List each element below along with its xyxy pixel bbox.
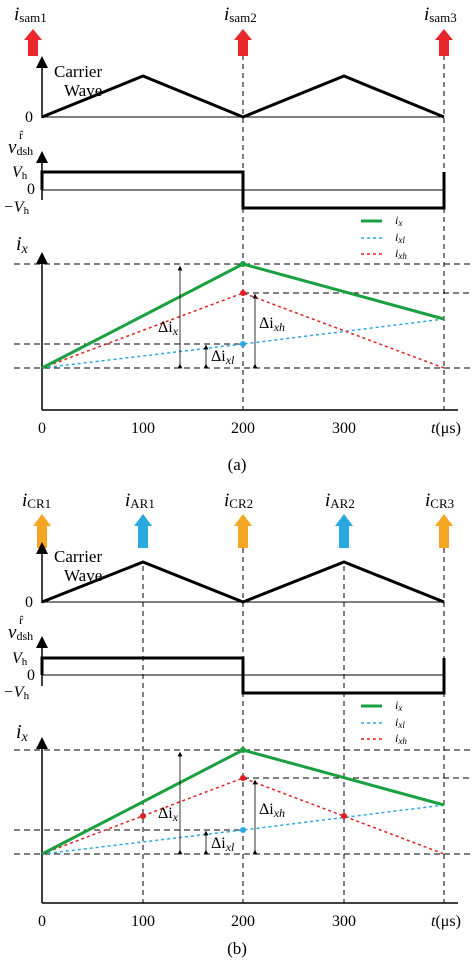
carrier-wave (41, 74, 445, 119)
legend-label-ix: ix (395, 698, 402, 713)
blue-arrow-icon (134, 514, 152, 548)
legend-label-ixh: ixh (395, 246, 407, 261)
ixh-sample-point-t100 (140, 813, 146, 819)
voltage-waveform (40, 170, 446, 210)
sample-label-3: isam3 (424, 4, 457, 25)
neg-vh-label: −Vh (3, 684, 30, 702)
orange-arrow-icon (33, 514, 51, 548)
panel-b: iCR1 iAR1 iCR2 iAR2 iCR3 Carrier Wave 0 … (3, 490, 472, 958)
x-tick-0: 0 (38, 420, 46, 437)
sample-label-ar2: iAR2 (325, 490, 355, 511)
voltage-label-sup: r̂ (19, 128, 24, 142)
voltage-zero: 0 (27, 181, 35, 198)
blue-arrow-icon (335, 514, 353, 548)
delta-ix-label: Δix (158, 805, 179, 824)
caption-b: (b) (227, 939, 247, 958)
x-tick-0: 0 (38, 913, 46, 930)
ix-axis-label: ix (16, 721, 29, 745)
sample-label-cr2: iCR2 (224, 490, 253, 511)
delta-ixh-label: Δixh (259, 315, 285, 334)
ix-sample-point (240, 261, 246, 267)
voltage-label: vdsh (8, 137, 33, 158)
legend: ix ixl ixh (361, 698, 407, 746)
carrier-label-line1: Carrier (54, 62, 102, 81)
caption-a: (a) (228, 455, 247, 474)
time-axis-label: t(μs) (431, 420, 461, 437)
neg-vh-label: −Vh (3, 199, 30, 217)
x-tick-300: 300 (332, 913, 356, 930)
carrier-label-line1: Carrier (54, 547, 102, 566)
legend-label-ixl: ixl (395, 230, 405, 245)
sample-arrow (24, 29, 42, 56)
panel-a: isam1 isam2 isam3 Carrier Wave 0 vdsh r̂… (3, 4, 472, 474)
delta-ixh-label: Δixh (259, 801, 285, 820)
sample-label-cr3: iCR3 (425, 490, 454, 511)
carrier-label-line2: Wave (64, 81, 102, 100)
ixl-sample-point (240, 827, 246, 833)
carrier-label-line2: Wave (64, 566, 102, 585)
sample-label-1: isam1 (14, 4, 47, 25)
delta-ix-label: Δix (158, 319, 179, 338)
legend: ix ixl ixh (361, 213, 407, 261)
ixh-sample-point (240, 775, 246, 781)
voltage-label: vdsh (8, 622, 33, 643)
red-arrow-icon (234, 29, 252, 56)
sample-label-cr1: iCR1 (22, 490, 51, 511)
vh-label: Vh (12, 650, 28, 668)
voltage-waveform (40, 656, 446, 695)
orange-arrow-icon (435, 514, 453, 548)
legend-label-ix: ix (395, 213, 402, 228)
x-tick-100: 100 (131, 420, 155, 437)
voltage-label-sup: r̂ (19, 613, 24, 627)
sample-label-2: isam2 (224, 4, 257, 25)
carrier-zero: 0 (25, 109, 33, 126)
ix-axis-label: ix (16, 233, 29, 257)
sample-arrow (435, 29, 453, 56)
sample-label-ar1: iAR1 (125, 490, 155, 511)
carrier-zero: 0 (25, 594, 33, 611)
red-arrow-icon (435, 29, 453, 56)
time-axis-label: t(μs) (431, 913, 461, 930)
x-tick-200: 200 (231, 913, 255, 930)
delta-ixl-label: Δixl (211, 348, 235, 367)
orange-arrow-icon (234, 514, 252, 548)
ixl-curve (41, 804, 445, 855)
legend-label-ixh: ixh (395, 731, 407, 746)
x-tick-200: 200 (231, 420, 255, 437)
delta-ixl-label: Δixl (211, 835, 235, 854)
red-arrow-icon (24, 29, 42, 56)
x-tick-300: 300 (332, 420, 356, 437)
vh-label: Vh (12, 164, 28, 182)
carrier-wave (41, 560, 445, 604)
voltage-zero: 0 (27, 667, 35, 684)
legend-label-ixl: ixl (395, 715, 405, 730)
ix-sample-point (240, 747, 246, 753)
x-tick-100: 100 (131, 913, 155, 930)
ixl-sample-point (240, 341, 246, 347)
ixh-sample-point (240, 290, 246, 296)
ixh-sample-point-t300 (341, 813, 347, 819)
ixl-curve (41, 318, 445, 369)
sample-arrow (234, 29, 252, 56)
